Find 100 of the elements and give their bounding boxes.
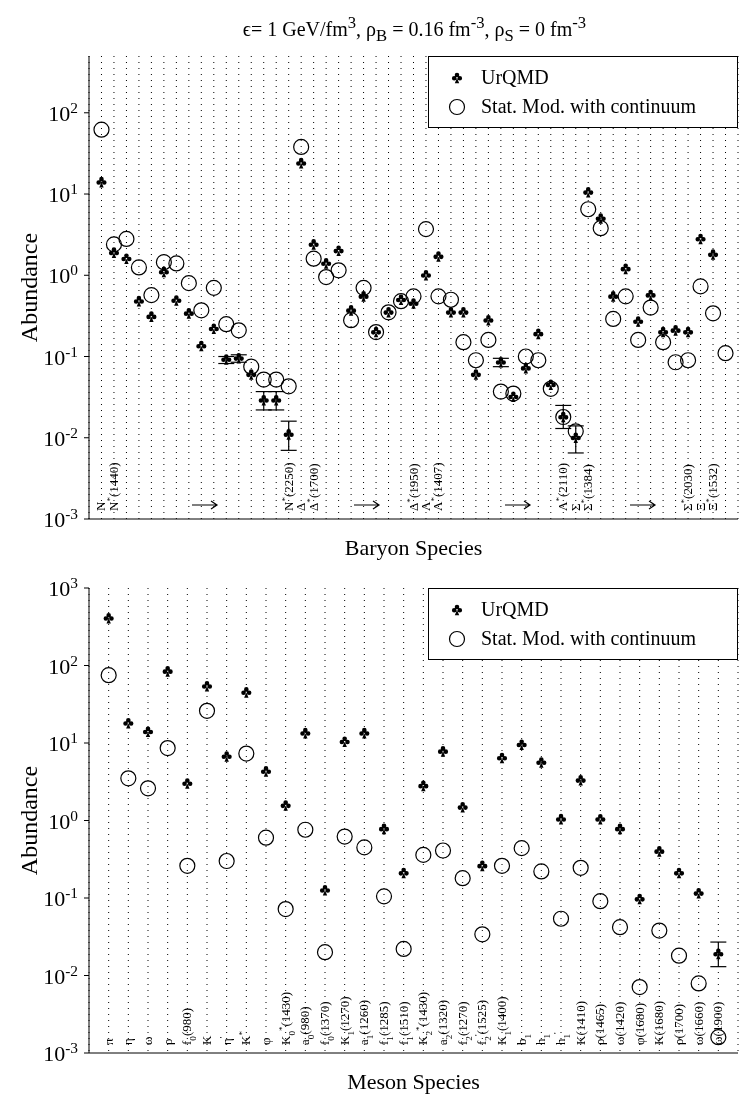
point [330,262,347,279]
point [346,305,357,316]
point [580,201,597,218]
point [319,884,331,896]
point [517,348,534,365]
point [434,842,452,859]
point [493,857,511,874]
point [280,800,291,811]
point [467,352,484,369]
point [193,302,210,319]
x-tick-label: Λ [417,501,433,511]
point [667,354,684,371]
y-tick-label: 10$^{-2}$ [43,961,78,989]
point [437,746,449,757]
x-tick-label: ρ(1465) [592,1003,608,1045]
legend-label: Stat. Mod. with continuum [481,627,696,650]
point [458,307,469,318]
point [321,258,332,269]
point [123,717,134,729]
x-tick-label: ρ [159,1038,175,1045]
point [496,752,508,764]
point [505,385,522,402]
point [333,245,344,257]
point [121,253,132,264]
point [495,356,506,368]
point [415,846,432,863]
point [692,278,709,295]
point [682,326,694,338]
point [405,288,422,305]
y-tick-label: 10$^{0}$ [48,806,79,834]
point [93,121,110,138]
x-tick-label: Δ [293,502,309,511]
point [300,727,311,739]
point [673,867,685,879]
point [316,944,334,961]
point [100,667,117,684]
point [201,680,213,692]
x-tick-label: N [93,501,109,511]
point [620,263,631,275]
point [96,176,107,188]
point [398,867,409,879]
point [133,295,145,307]
point [375,888,393,905]
point [155,254,172,271]
y-tick-label: 10$^{1}$ [48,728,78,756]
point [552,910,570,927]
point [420,269,432,281]
x-tick-label: K(1680) [651,1000,667,1045]
point [221,354,232,365]
point [238,745,255,762]
point [356,839,373,856]
point [297,821,314,838]
point [280,378,297,395]
point [143,287,160,304]
point [296,157,307,169]
x-tick-label: π [100,1038,116,1045]
point [670,325,681,336]
x-tick-label: Ξ [692,502,708,511]
point [480,331,497,349]
point [230,322,247,339]
point [243,358,260,375]
point [168,255,185,272]
point [277,900,294,918]
point [530,352,547,369]
point [271,394,282,406]
point [260,766,272,777]
point [308,239,319,250]
point [159,739,176,757]
y-tick-label: 10$^{-1}$ [43,883,78,911]
point [395,940,412,958]
point [218,852,235,870]
point [208,323,219,334]
point [378,823,390,835]
x-tick-label: η [120,1038,136,1045]
legend-label: Stat. Mod. with continuum [481,95,696,118]
chart-title: ϵ= 1 GeV/fm$^{3}$, ρ$_{B}$ = 0.16 fm$^{-3}$, ρ$_{S}$ = 0 fm$^{-3}$ [242,13,587,45]
point [617,288,634,305]
point [707,249,719,260]
point [483,314,494,326]
point [655,334,672,351]
x-tick-label: K [199,1035,214,1045]
point [343,312,360,329]
y-axis-title: Abundance [16,765,42,876]
point [103,612,114,624]
point [221,751,232,762]
point [418,780,429,792]
point [595,213,606,224]
x-tick-label: ω(1660) [690,1001,706,1045]
x-tick-label: ρ(1700) [671,1003,686,1045]
point [183,308,194,319]
point [631,978,648,996]
point [218,316,235,333]
y-tick-label: 10$^{-2}$ [43,423,78,451]
point [146,311,157,322]
x-axis-title: Meson Species [347,1069,480,1094]
point [257,829,275,846]
point [255,371,272,388]
point [516,739,527,751]
x-tick-label: ω(1420) [612,1001,627,1045]
point [445,307,457,318]
